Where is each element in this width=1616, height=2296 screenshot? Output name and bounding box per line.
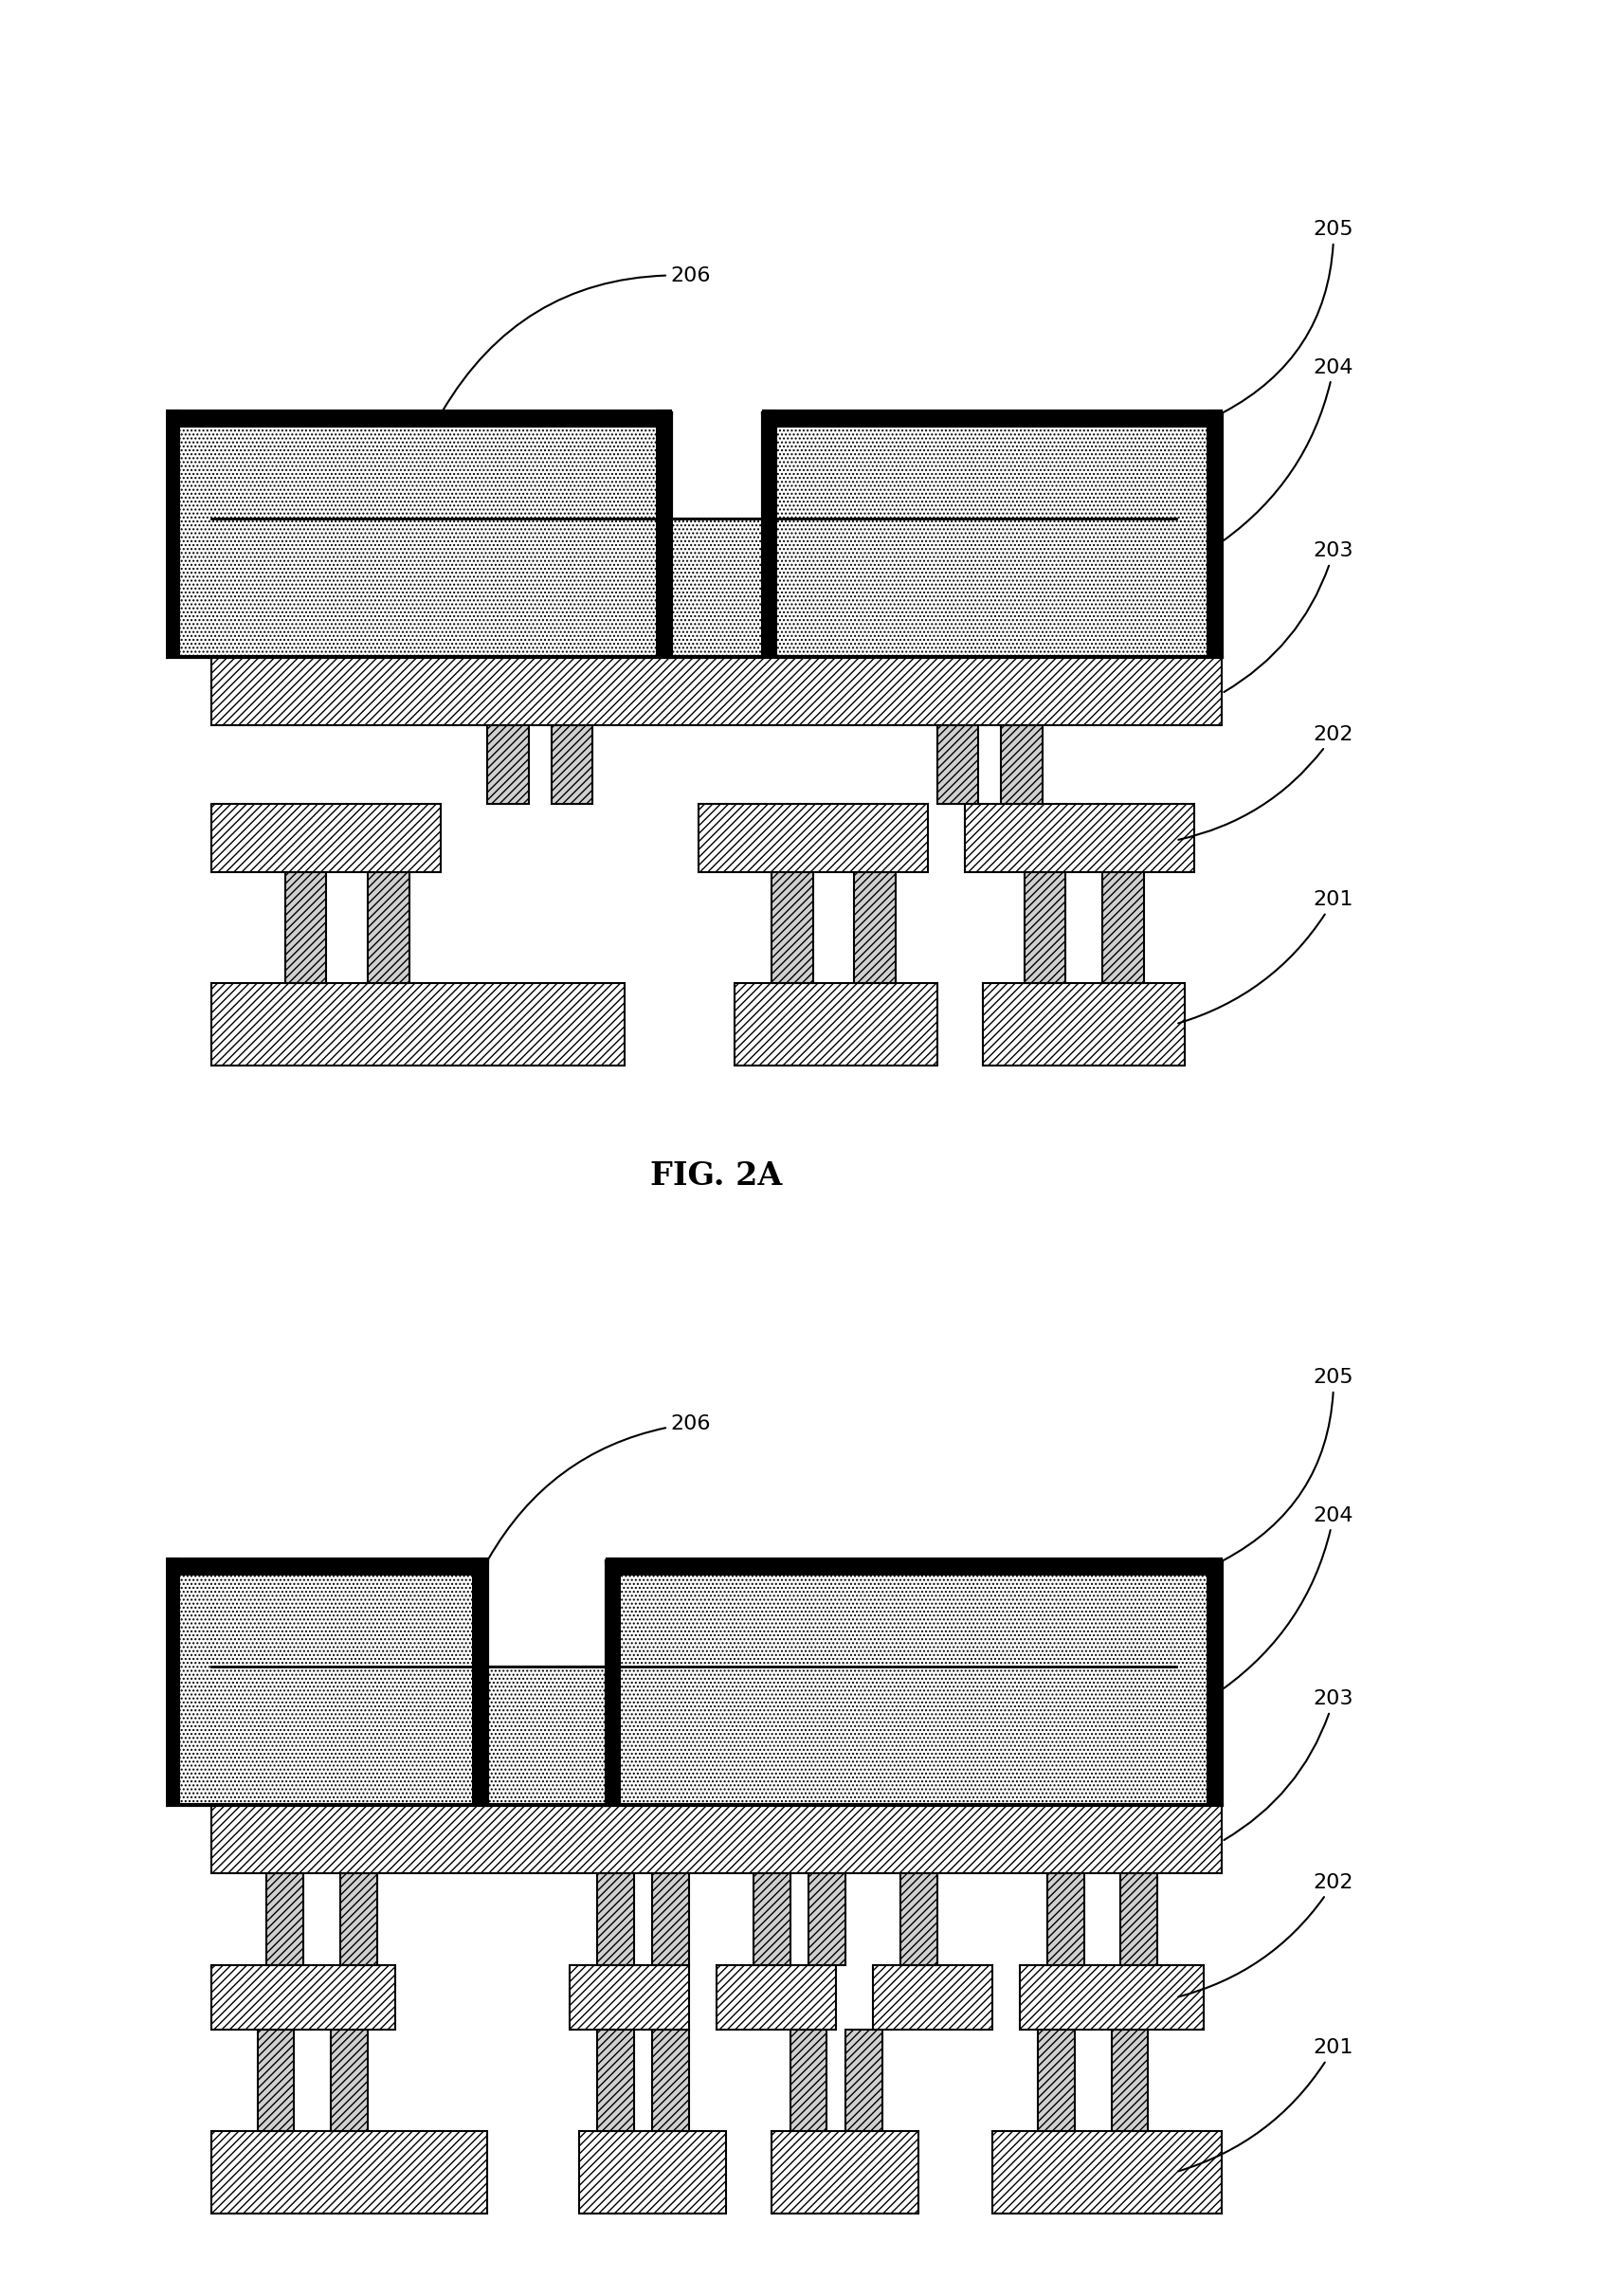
- Text: 201: 201: [1178, 891, 1353, 1024]
- Bar: [579, 2131, 726, 2213]
- Text: 204: 204: [1223, 358, 1353, 540]
- Text: 204: 204: [1223, 1506, 1353, 1688]
- Bar: [486, 726, 528, 804]
- Bar: [212, 2131, 486, 2213]
- Bar: [257, 2030, 294, 2131]
- Bar: [873, 1965, 992, 2030]
- Bar: [212, 1805, 1222, 1874]
- Bar: [165, 1559, 486, 1575]
- Text: 205: 205: [1223, 1368, 1353, 1559]
- Bar: [267, 1874, 304, 1965]
- Bar: [606, 1559, 1222, 1575]
- Bar: [212, 804, 441, 872]
- Text: 205: 205: [1223, 220, 1353, 411]
- Bar: [763, 411, 1222, 427]
- Bar: [212, 519, 1222, 657]
- Bar: [1207, 411, 1222, 657]
- Bar: [611, 1566, 1217, 1805]
- Bar: [1020, 1965, 1202, 2030]
- Bar: [596, 1874, 633, 1965]
- Bar: [771, 2131, 918, 2213]
- Bar: [212, 1667, 1222, 1805]
- Bar: [735, 983, 937, 1065]
- Text: 203: 203: [1223, 1690, 1353, 1839]
- Bar: [165, 411, 179, 657]
- Bar: [853, 872, 895, 983]
- Bar: [808, 1874, 845, 1965]
- Text: 201: 201: [1178, 2039, 1353, 2172]
- Text: 203: 203: [1223, 542, 1353, 691]
- Bar: [165, 411, 671, 427]
- Bar: [551, 726, 593, 804]
- Text: 206: 206: [443, 266, 711, 411]
- Bar: [606, 1559, 621, 1805]
- Bar: [596, 2030, 633, 2131]
- Bar: [698, 804, 928, 872]
- Text: 206: 206: [488, 1414, 711, 1559]
- Bar: [339, 1874, 377, 1965]
- Bar: [212, 983, 624, 1065]
- Bar: [473, 1559, 486, 1805]
- Bar: [1110, 2030, 1147, 2131]
- Bar: [569, 1965, 688, 2030]
- Text: FIG. 2A: FIG. 2A: [650, 1159, 782, 1192]
- Bar: [992, 2131, 1222, 2213]
- Bar: [716, 1965, 835, 2030]
- Bar: [165, 1559, 179, 1805]
- Bar: [656, 411, 671, 657]
- Bar: [367, 872, 409, 983]
- Text: 202: 202: [1178, 726, 1353, 840]
- Bar: [1207, 1559, 1222, 1805]
- Bar: [651, 2030, 688, 2131]
- Bar: [284, 872, 326, 983]
- Bar: [1000, 726, 1042, 804]
- Bar: [900, 1874, 937, 1965]
- Bar: [766, 418, 1217, 657]
- Bar: [937, 726, 978, 804]
- Bar: [331, 2030, 367, 2131]
- Bar: [763, 411, 776, 657]
- Bar: [170, 418, 666, 657]
- Bar: [1047, 1874, 1083, 1965]
- Bar: [212, 1965, 394, 2030]
- Bar: [753, 1874, 790, 1965]
- Bar: [170, 1566, 482, 1805]
- Bar: [790, 2030, 826, 2131]
- Bar: [965, 804, 1194, 872]
- Bar: [1120, 1874, 1157, 1965]
- Bar: [1037, 2030, 1075, 2131]
- Bar: [1102, 872, 1143, 983]
- Bar: [845, 2030, 881, 2131]
- Bar: [1023, 872, 1065, 983]
- Bar: [771, 872, 813, 983]
- Bar: [651, 1874, 688, 1965]
- Text: 202: 202: [1178, 1874, 1353, 1998]
- Bar: [212, 657, 1222, 726]
- Bar: [983, 983, 1185, 1065]
